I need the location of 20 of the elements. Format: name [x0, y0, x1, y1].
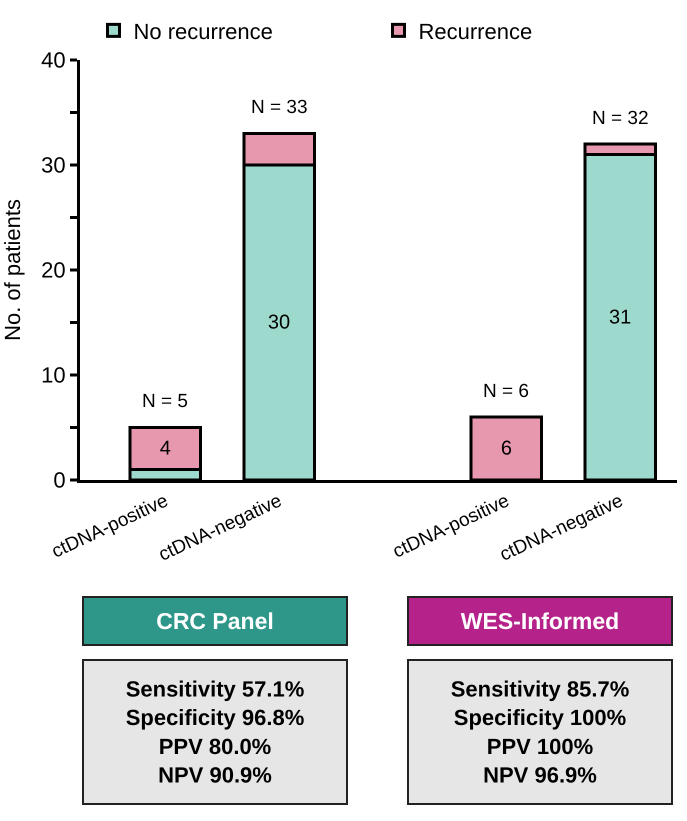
data-label: 4: [160, 438, 171, 460]
y-tick-label: 30: [41, 152, 66, 178]
total-label: N = 33: [251, 97, 308, 118]
y-tick-label: 0: [53, 468, 66, 493]
y-tick-label: 40: [41, 48, 66, 73]
data-label: 30: [268, 312, 290, 334]
legend-label: Recurrence: [418, 18, 532, 44]
y-axis-title: No. of patients: [0, 199, 25, 341]
text: CRC Panel: [156, 608, 274, 634]
y-tick-label: 10: [41, 362, 66, 388]
data-label: 31: [609, 306, 632, 328]
total-label: N = 32: [592, 108, 649, 129]
text: WES-Informed: [460, 608, 620, 634]
data-label: 6: [500, 438, 512, 460]
text: Sensitivity 57.1% Specificity 96.8% PPV 80.0% NPV 90.9%: [126, 676, 304, 788]
total-label: N = 5: [142, 391, 188, 412]
total-label: N = 6: [483, 381, 529, 402]
text: Sensitivity 85.7% Specificity 100% PPV 100% NPV 96.9%: [450, 676, 630, 788]
y-tick-label: 20: [41, 258, 66, 283]
legend-label: No recurrence: [134, 18, 273, 44]
